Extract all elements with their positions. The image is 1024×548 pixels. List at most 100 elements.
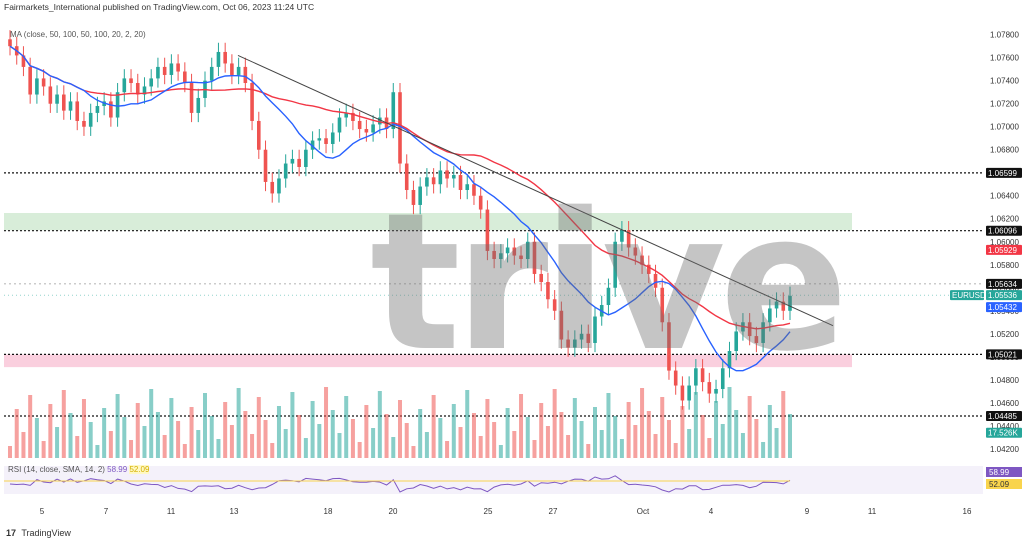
candle-body (673, 370, 678, 386)
volume-bar (411, 446, 416, 458)
candle-body (41, 78, 46, 87)
volume-bar (21, 432, 26, 458)
candle-body (700, 368, 705, 383)
candle-body (512, 247, 517, 256)
candle-body (532, 241, 537, 274)
candle-body (768, 308, 772, 323)
candle-body (552, 299, 557, 311)
candle-body (499, 253, 503, 260)
candle-body (61, 94, 66, 111)
tradingview-logo-icon: 17 (6, 528, 17, 538)
candle-body (445, 170, 449, 179)
tradingview-footer[interactable]: 17 TradingView (6, 528, 71, 538)
volume-bar (693, 392, 698, 458)
candle-body (425, 177, 429, 187)
volume-bar (243, 411, 248, 458)
volume-bar (418, 409, 423, 458)
volume-bar (445, 441, 450, 458)
candle-body (707, 382, 712, 394)
candle-body (660, 287, 665, 323)
rsi-label[interactable]: RSI (14, close, SMA, 14, 2) 58.99 52.09 (8, 465, 150, 474)
rsi-label-text: RSI (14, close, SMA, 14, 2) (8, 465, 105, 474)
ma-indicator-label[interactable]: MA (close, 50, 100, 50, 100, 20, 2, 20) (10, 30, 146, 39)
volume-bar (566, 435, 571, 458)
volume-bar (256, 397, 261, 458)
volume-bar (707, 438, 712, 458)
candle-body (438, 170, 443, 185)
volume-bar (519, 394, 524, 458)
candle-body (404, 163, 409, 190)
volume-bar (310, 401, 315, 458)
price-tag (986, 167, 1022, 178)
volume-bar (384, 414, 389, 458)
volume-bar (485, 399, 490, 458)
price-tag (986, 290, 1022, 301)
candle-body (75, 101, 80, 121)
candle-body (115, 92, 120, 118)
volume-bar (357, 442, 362, 458)
candle-body (653, 273, 658, 288)
volume-bar (149, 389, 154, 458)
candle-body (156, 66, 160, 79)
volume-bar (398, 400, 402, 458)
volume-bar (122, 417, 127, 458)
volume-bar (337, 433, 342, 458)
rsi-sma-value: 52.09 (129, 465, 150, 474)
candle-body (525, 241, 530, 260)
volume-bar (61, 390, 66, 458)
y-tick-label: 1.07000 (990, 123, 1019, 132)
ma50-line (9, 45, 791, 372)
candle-body (230, 63, 234, 75)
y-tick-label: 1.07400 (990, 77, 1019, 86)
y-tick-label: 1.06200 (990, 215, 1019, 224)
candle-body (330, 132, 335, 144)
volume-bar (774, 428, 779, 458)
volume-bar (761, 442, 766, 458)
candle-body (465, 184, 470, 190)
volume-bar (781, 391, 786, 458)
volume-bar (525, 417, 530, 458)
candle-body (714, 388, 718, 394)
volume-bar (317, 424, 322, 458)
price-tag-label: 1.05929 (988, 246, 1017, 255)
candle-body (727, 351, 732, 369)
volume-bar (115, 394, 120, 458)
volume-bar (142, 426, 147, 458)
candle-body (431, 177, 436, 185)
volume-bar (196, 430, 201, 458)
candle-body (626, 230, 631, 248)
volume-bar (135, 403, 140, 458)
volume-bar (404, 423, 409, 458)
candle-body (398, 92, 402, 164)
candle-body (28, 66, 32, 95)
volume-bar (263, 420, 268, 458)
candle-body (774, 301, 779, 309)
candle-body (48, 86, 53, 104)
candle-body (310, 140, 315, 150)
volume-bar (377, 391, 382, 458)
volume-bar (579, 421, 584, 458)
rsi-band (4, 466, 983, 494)
volume-bar (68, 413, 73, 458)
rsi-tag-label: 58.99 (989, 468, 1010, 477)
x-tick-label: 16 (963, 507, 972, 516)
volume-bar (223, 402, 228, 458)
candle-body (646, 264, 651, 274)
candle-body (754, 336, 759, 343)
x-tick-label: 25 (484, 507, 493, 516)
volume-bar (250, 434, 255, 458)
candle-body (606, 287, 611, 306)
candle-body (223, 51, 227, 64)
candle-body (337, 117, 342, 133)
x-tick-label: 11 (868, 507, 877, 516)
volume-bar (364, 405, 369, 458)
candle-body (505, 247, 510, 254)
candle-body (297, 158, 301, 167)
x-tick-label: 27 (549, 507, 558, 516)
x-tick-label: 13 (230, 507, 239, 516)
candle-body (478, 195, 483, 210)
candle-body (411, 189, 416, 205)
candle-body (761, 322, 765, 343)
volume-bar (350, 419, 355, 458)
